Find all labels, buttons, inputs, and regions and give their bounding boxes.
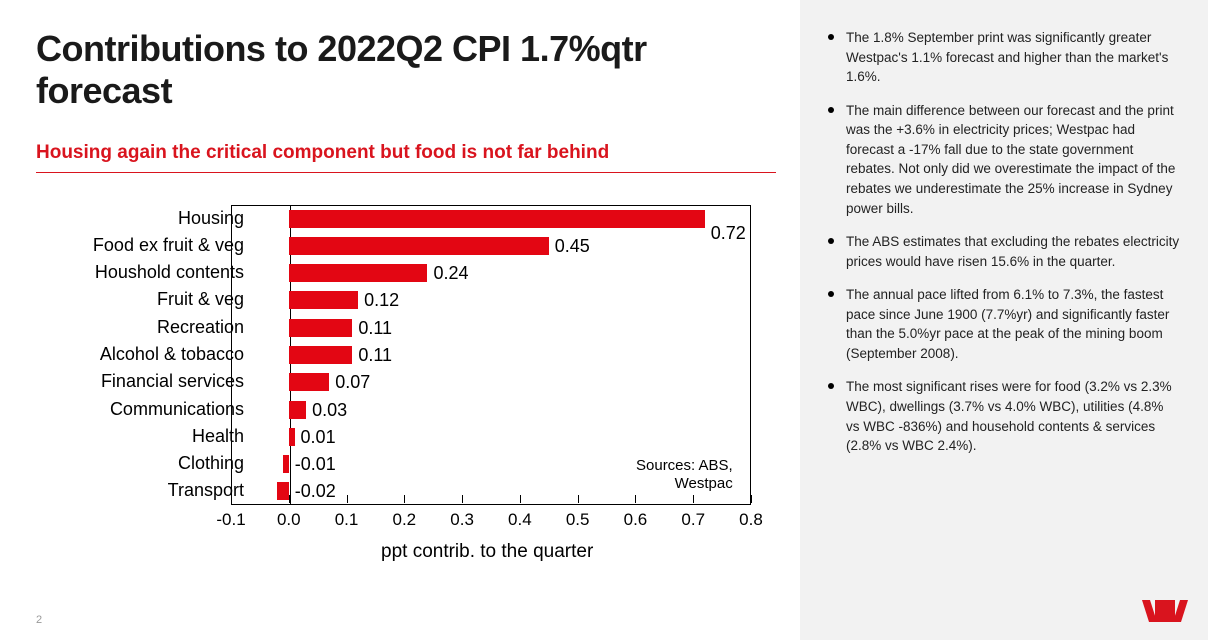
sidebar-commentary: The 1.8% September print was significant… <box>800 0 1208 640</box>
bullet-item: The ABS estimates that excluding the reb… <box>828 232 1180 271</box>
page-title: Contributions to 2022Q2 CPI 1.7%qtr fore… <box>36 28 780 112</box>
subtitle: Housing again the critical component but… <box>36 142 780 164</box>
bar-value-label: 0.24 <box>433 263 468 284</box>
bullet-item: The 1.8% September print was significant… <box>828 28 1180 87</box>
category-label: Food ex fruit & veg <box>54 235 244 256</box>
bar-row: 0.11 <box>231 319 751 337</box>
x-tick-label: 0.0 <box>277 510 301 530</box>
cpi-contributions-chart: Sources: ABS,Westpac ppt contrib. to the… <box>36 195 776 585</box>
x-tick-label: 0.7 <box>681 510 705 530</box>
category-label: Communications <box>54 399 244 420</box>
bar-row: 0.07 <box>231 373 751 391</box>
divider <box>36 172 776 173</box>
bar-row: 0.12 <box>231 291 751 309</box>
category-label: Houshold contents <box>54 262 244 283</box>
category-label: Housing <box>54 208 244 229</box>
bar <box>289 291 358 309</box>
bar-value-label: 0.11 <box>358 345 392 366</box>
bar-row: 0.03 <box>231 401 751 419</box>
x-tick-label: -0.1 <box>216 510 245 530</box>
bar-row: 0.45 <box>231 237 751 255</box>
bar-value-label: 0.45 <box>555 236 590 257</box>
bar-value-label: 0.11 <box>358 318 392 339</box>
bullet-item: The annual pace lifted from 6.1% to 7.3%… <box>828 285 1180 363</box>
bar <box>289 346 353 364</box>
bar <box>289 319 353 337</box>
x-tick-label: 0.8 <box>739 510 763 530</box>
bar <box>289 428 295 446</box>
bar <box>289 401 306 419</box>
bar-value-label: -0.01 <box>295 454 336 475</box>
bar-value-label: 0.03 <box>312 400 347 421</box>
category-label: Alcohol & tobacco <box>54 344 244 365</box>
bar-row: 0.01 <box>231 428 751 446</box>
category-label: Financial services <box>54 371 244 392</box>
bar <box>289 237 549 255</box>
x-tick-label: 0.2 <box>393 510 417 530</box>
bar <box>283 455 289 473</box>
bar-row: 0.24 <box>231 264 751 282</box>
category-label: Transport <box>54 480 244 501</box>
bullet-item: The main difference between our forecast… <box>828 101 1180 218</box>
x-axis-label: ppt contrib. to the quarter <box>381 541 593 563</box>
bar <box>277 482 289 500</box>
bar-row: -0.02 <box>231 482 751 500</box>
bar-value-label: -0.02 <box>295 481 336 502</box>
category-label: Fruit & veg <box>54 289 244 310</box>
x-tick-label: 0.3 <box>450 510 474 530</box>
bar <box>289 373 329 391</box>
x-tick-label: 0.6 <box>624 510 648 530</box>
bullet-item: The most significant rises were for food… <box>828 377 1180 455</box>
x-tick-label: 0.1 <box>335 510 359 530</box>
bar-value-label: 0.01 <box>301 427 336 448</box>
bar-row: 0.11 <box>231 346 751 364</box>
slide: Contributions to 2022Q2 CPI 1.7%qtr fore… <box>0 0 1208 640</box>
category-label: Recreation <box>54 317 244 338</box>
x-tick-mark <box>751 495 752 503</box>
x-tick-label: 0.5 <box>566 510 590 530</box>
bullet-list: The 1.8% September print was significant… <box>828 28 1180 456</box>
x-tick-label: 0.4 <box>508 510 532 530</box>
category-label: Clothing <box>54 453 244 474</box>
main-content: Contributions to 2022Q2 CPI 1.7%qtr fore… <box>0 0 800 640</box>
bar-value-label: 0.12 <box>364 290 399 311</box>
bar <box>289 264 428 282</box>
bar-row: 0.72 <box>231 210 751 228</box>
page-number: 2 <box>36 614 42 626</box>
bar <box>289 210 705 228</box>
bar-value-label: 0.07 <box>335 372 370 393</box>
category-label: Health <box>54 426 244 447</box>
westpac-logo-icon <box>1142 596 1188 626</box>
bar-row: -0.01 <box>231 455 751 473</box>
